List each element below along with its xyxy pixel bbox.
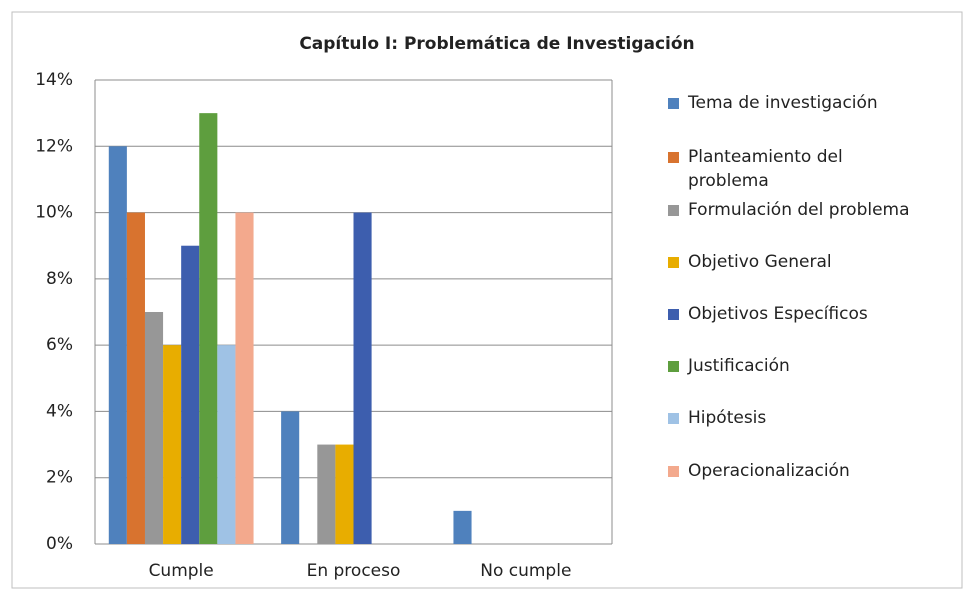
bar [126, 212, 145, 545]
y-tick-label: 12% [35, 136, 73, 156]
y-tick-label: 8% [46, 269, 73, 289]
bar [181, 245, 200, 544]
chart-title: Capítulo I: Problemática de Investigació… [299, 34, 694, 54]
legend-label: Operacionalización [688, 461, 850, 481]
legend-label: Hipótesis [688, 408, 767, 428]
legend-entry: Objetivo General [668, 250, 958, 274]
legend-swatch [668, 257, 679, 268]
y-tick-label: 2% [46, 468, 73, 488]
legend-label: Justificación [688, 356, 790, 376]
bar [335, 444, 354, 544]
bar [144, 312, 164, 544]
bar [199, 113, 218, 545]
legend-entry: Objetivos Específicos [668, 302, 958, 326]
legend-entry: Planteamiento del problema [668, 145, 958, 193]
legend-swatch [668, 413, 679, 424]
legend-swatch [668, 98, 679, 109]
legend-label: Tema de investigación [688, 93, 878, 113]
legend-label: Objetivo General [688, 252, 832, 272]
legend-label: Formulación del problema [688, 200, 910, 220]
legend-entry: Operacionalización [668, 459, 958, 483]
legend-swatch [668, 466, 679, 477]
bar [317, 444, 336, 544]
y-tick-label: 6% [46, 335, 73, 355]
bar [217, 345, 236, 544]
legend-entry: Justificación [668, 354, 958, 378]
legend-entry: Tema de investigación [668, 91, 958, 115]
bar [163, 345, 182, 544]
legend-swatch [668, 152, 679, 163]
y-tick-label: 4% [46, 401, 73, 421]
legend-swatch [668, 309, 679, 320]
legend-swatch [668, 361, 679, 372]
x-tick-label: Cumple [149, 561, 214, 581]
legend-entry: Hipótesis [668, 406, 958, 430]
bar [235, 212, 254, 545]
legend-label: Planteamiento del problema [688, 147, 843, 191]
legend-entry: Formulación del problema [668, 198, 958, 222]
x-tick-label: En proceso [307, 561, 401, 581]
legend-swatch [668, 205, 679, 216]
y-tick-label: 14% [35, 70, 73, 90]
y-tick-label: 0% [46, 534, 73, 554]
bar [353, 212, 372, 545]
legend-label: Objetivos Específicos [688, 304, 868, 324]
y-tick-label: 10% [35, 203, 73, 223]
x-tick-label: No cumple [480, 561, 571, 581]
bar [281, 411, 300, 544]
bar [108, 146, 127, 545]
bar [453, 510, 472, 544]
